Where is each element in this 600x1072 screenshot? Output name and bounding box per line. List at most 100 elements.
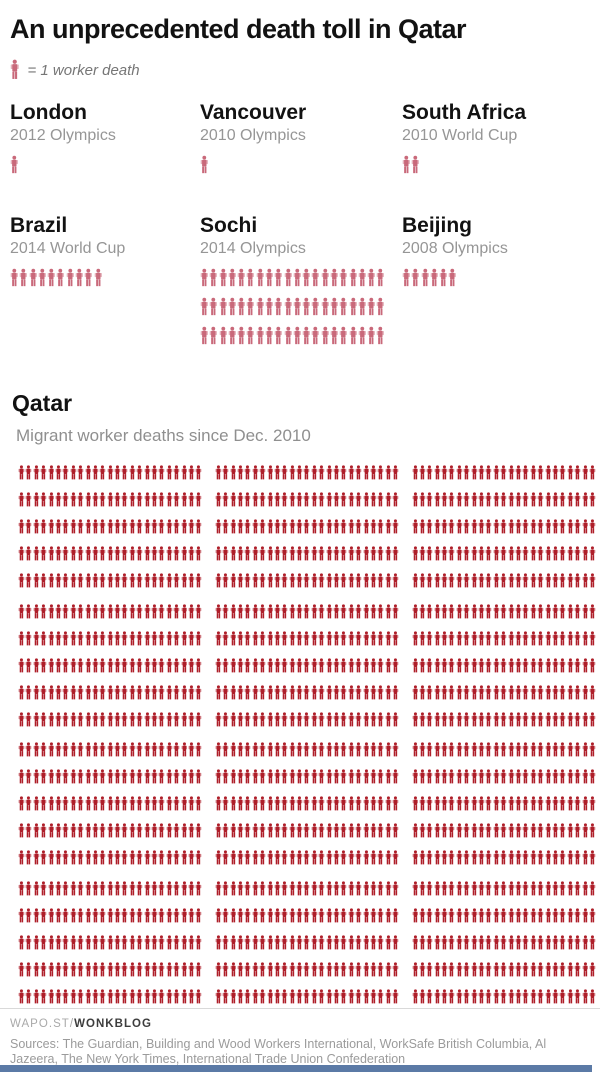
person-icon xyxy=(589,821,596,842)
person-icon xyxy=(419,571,426,592)
person-icon xyxy=(107,629,114,650)
person-icon xyxy=(70,490,77,511)
person-icon xyxy=(522,683,529,704)
person-icon xyxy=(114,740,121,761)
person-icon xyxy=(289,463,296,484)
person-icon xyxy=(552,463,559,484)
person-icon xyxy=(107,740,114,761)
person-icon xyxy=(333,960,340,981)
person-icon xyxy=(318,517,325,538)
person-icon xyxy=(493,571,500,592)
person-icon xyxy=(419,821,426,842)
person-icon xyxy=(48,794,55,815)
person-icon xyxy=(289,629,296,650)
person-icon xyxy=(77,740,84,761)
pictogram-row xyxy=(215,463,400,484)
person-icon xyxy=(222,879,229,900)
person-icon xyxy=(493,629,500,650)
person-icon xyxy=(40,987,47,1008)
person-icon xyxy=(215,987,222,1008)
person-icon xyxy=(385,987,392,1008)
pictogram-row xyxy=(412,987,597,1008)
person-icon xyxy=(259,879,266,900)
person-icon xyxy=(293,267,302,290)
person-icon xyxy=(471,879,478,900)
person-icon xyxy=(33,821,40,842)
person-icon xyxy=(448,848,455,869)
person-icon xyxy=(426,906,433,927)
person-icon xyxy=(448,906,455,927)
person-icon xyxy=(530,490,537,511)
person-icon xyxy=(441,906,448,927)
person-icon xyxy=(40,490,47,511)
person-icon xyxy=(244,571,251,592)
person-icon xyxy=(545,629,552,650)
person-icon xyxy=(173,490,180,511)
pictogram-row xyxy=(18,767,203,788)
person-icon xyxy=(552,571,559,592)
event-sochi-pictogram xyxy=(200,267,402,348)
pictogram-row xyxy=(412,740,597,761)
person-icon xyxy=(70,683,77,704)
person-icon xyxy=(129,794,136,815)
person-icon xyxy=(222,933,229,954)
person-icon xyxy=(144,740,151,761)
person-icon xyxy=(522,602,529,623)
person-icon xyxy=(166,960,173,981)
person-icon xyxy=(121,821,128,842)
person-icon xyxy=(188,656,195,677)
person-icon xyxy=(215,906,222,927)
person-icon xyxy=(326,571,333,592)
person-icon xyxy=(121,490,128,511)
person-icon xyxy=(318,987,325,1008)
person-icon xyxy=(274,544,281,565)
person-icon xyxy=(530,848,537,869)
person-icon xyxy=(552,629,559,650)
person-icon xyxy=(274,602,281,623)
person-icon xyxy=(434,517,441,538)
person-icon xyxy=(485,571,492,592)
person-icon xyxy=(281,571,288,592)
person-icon xyxy=(252,960,259,981)
person-icon xyxy=(426,960,433,981)
person-icon xyxy=(302,267,311,290)
person-icon xyxy=(33,740,40,761)
person-icon xyxy=(385,740,392,761)
person-icon xyxy=(559,879,566,900)
person-icon xyxy=(318,906,325,927)
pictogram-row xyxy=(215,571,400,592)
person-icon xyxy=(274,571,281,592)
person-icon xyxy=(259,906,266,927)
person-icon xyxy=(62,933,69,954)
pictogram-row xyxy=(215,821,400,842)
person-icon xyxy=(478,463,485,484)
person-icon xyxy=(500,848,507,869)
person-icon xyxy=(25,821,32,842)
person-icon xyxy=(18,821,25,842)
person-icon xyxy=(222,848,229,869)
person-icon xyxy=(136,490,143,511)
person-icon xyxy=(530,987,537,1008)
person-icon xyxy=(392,906,399,927)
person-icon xyxy=(441,960,448,981)
person-icon xyxy=(222,571,229,592)
person-icon xyxy=(70,656,77,677)
person-icon xyxy=(348,848,355,869)
person-icon xyxy=(293,296,302,319)
person-icon xyxy=(230,683,237,704)
person-icon xyxy=(181,602,188,623)
person-icon xyxy=(121,629,128,650)
person-icon xyxy=(311,848,318,869)
person-icon xyxy=(582,767,589,788)
person-icon xyxy=(244,656,251,677)
person-icon xyxy=(318,571,325,592)
person-icon xyxy=(55,987,62,1008)
person-icon xyxy=(385,656,392,677)
person-icon xyxy=(166,517,173,538)
person-icon xyxy=(493,821,500,842)
person-icon xyxy=(537,987,544,1008)
person-icon xyxy=(77,767,84,788)
person-icon xyxy=(144,490,151,511)
brand-link[interactable]: WAPO.ST/WONKBLOG xyxy=(10,1018,590,1030)
person-icon xyxy=(33,933,40,954)
